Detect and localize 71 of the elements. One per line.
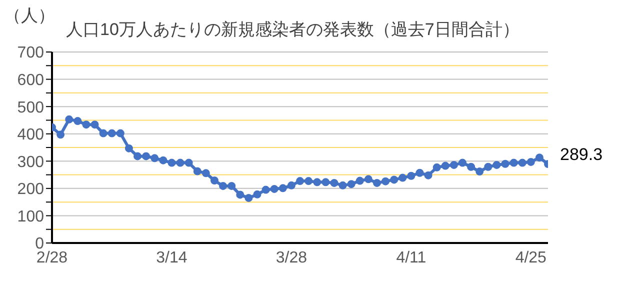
point — [347, 180, 356, 188]
point — [330, 178, 338, 187]
point — [322, 178, 330, 186]
point — [390, 176, 398, 184]
point — [476, 168, 484, 176]
point — [142, 152, 150, 160]
point — [270, 184, 278, 193]
point — [432, 163, 441, 172]
point — [210, 176, 218, 185]
point — [236, 190, 244, 199]
point — [450, 160, 458, 169]
point — [74, 117, 82, 126]
point — [424, 171, 432, 180]
y-tick-label: 500 — [17, 99, 44, 116]
x-tick-label: 3/14 — [156, 249, 188, 266]
point — [108, 129, 116, 138]
point — [228, 182, 236, 190]
point — [338, 181, 347, 190]
point — [364, 175, 372, 184]
point — [278, 184, 287, 192]
point — [202, 169, 210, 178]
y-axis-title: （人） — [4, 5, 55, 27]
point — [484, 162, 492, 171]
y-tick-label: 300 — [17, 154, 44, 171]
point — [159, 156, 168, 164]
point — [441, 162, 450, 170]
data-label: 289.3 — [560, 145, 603, 164]
point — [407, 172, 416, 180]
point — [253, 190, 262, 198]
point — [262, 186, 270, 194]
x-tick-label: 3/28 — [276, 249, 308, 266]
point — [304, 177, 313, 186]
x-tick-label: 4/11 — [396, 249, 426, 266]
point — [518, 158, 526, 167]
point — [372, 178, 381, 187]
point — [526, 158, 535, 166]
point — [124, 144, 133, 152]
point — [467, 162, 476, 171]
point — [501, 160, 510, 168]
y-tick-label: 400 — [17, 126, 44, 144]
point — [510, 158, 518, 167]
point — [176, 158, 184, 167]
point — [65, 115, 74, 124]
point — [244, 194, 253, 202]
point — [458, 158, 466, 167]
point — [416, 168, 424, 177]
point — [82, 120, 90, 129]
point — [492, 160, 501, 169]
point — [168, 158, 176, 167]
point — [535, 154, 544, 162]
y-tick-label: 700 — [17, 44, 44, 62]
point — [287, 181, 296, 190]
point — [99, 129, 108, 138]
x-tick-label: 4/25 — [515, 249, 547, 266]
point — [296, 177, 304, 186]
point — [193, 167, 202, 176]
y-tick-label: 100 — [17, 208, 44, 226]
point — [56, 130, 65, 139]
point — [184, 158, 193, 167]
point — [356, 176, 364, 185]
point — [116, 129, 124, 138]
point — [90, 120, 99, 129]
point — [219, 182, 228, 190]
point — [398, 174, 407, 182]
y-tick-label: 600 — [17, 72, 44, 89]
y-tick-label: 200 — [17, 181, 44, 198]
point — [150, 154, 159, 162]
point — [134, 152, 142, 160]
point — [313, 178, 322, 186]
chart-title: 人口10万人あたりの新規感染者の発表数（過去7日間合計） — [66, 19, 520, 41]
point — [382, 177, 390, 186]
